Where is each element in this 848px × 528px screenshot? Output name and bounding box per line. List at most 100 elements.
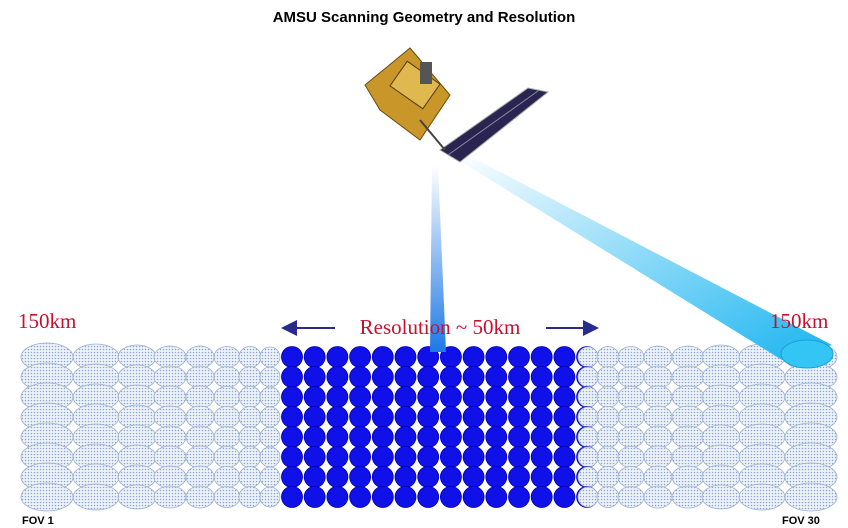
footprint	[394, 486, 417, 508]
footprint	[617, 406, 645, 428]
footprint	[281, 486, 303, 508]
footprint	[643, 465, 673, 489]
footprint	[238, 426, 262, 448]
footprint	[303, 366, 326, 388]
footprint	[577, 486, 599, 508]
footprint	[485, 406, 508, 428]
footprint	[394, 386, 417, 408]
footprint	[238, 386, 262, 408]
footprint	[303, 406, 326, 428]
footprint	[238, 406, 262, 428]
footprint	[238, 346, 262, 368]
footprint	[617, 346, 645, 368]
footprint	[326, 426, 349, 448]
footprint	[417, 446, 440, 468]
footprint	[508, 386, 530, 408]
footprint	[671, 365, 705, 389]
footprint	[185, 485, 215, 509]
footprint	[643, 485, 673, 509]
footprint	[508, 466, 530, 488]
footprint	[485, 426, 508, 448]
footprint	[303, 386, 326, 408]
footprint	[281, 466, 303, 488]
footprint	[349, 486, 372, 508]
footprint	[185, 345, 215, 369]
footprint	[671, 405, 705, 429]
footprint	[462, 426, 485, 448]
footprint	[326, 446, 349, 468]
footprint	[617, 486, 645, 508]
footprint	[259, 386, 281, 408]
footprint	[238, 446, 262, 468]
footprint	[259, 446, 281, 468]
footprint	[596, 446, 620, 468]
footprint	[577, 446, 599, 468]
footprint	[394, 346, 417, 368]
footprint	[153, 385, 187, 409]
footprint	[596, 426, 620, 448]
footprint	[153, 465, 187, 489]
footprint	[349, 466, 372, 488]
footprint	[281, 426, 303, 448]
footprint	[326, 386, 349, 408]
nadir-beam	[430, 165, 446, 352]
footprint	[349, 386, 372, 408]
footprint	[417, 426, 440, 448]
footprint	[153, 345, 187, 369]
footprint	[371, 386, 394, 408]
footprint	[671, 465, 705, 489]
footprint	[259, 406, 281, 428]
footprint	[596, 406, 620, 428]
footprint-label: 150km	[18, 309, 76, 333]
footprint	[185, 365, 215, 389]
footprint	[238, 486, 262, 508]
footprint	[417, 406, 440, 428]
footprint	[462, 406, 485, 428]
footprint	[530, 386, 553, 408]
footprint	[349, 446, 372, 468]
footprint	[508, 446, 530, 468]
footprint	[596, 466, 620, 488]
footprint	[643, 385, 673, 409]
edge-beam	[455, 152, 832, 360]
footprint	[462, 346, 485, 368]
footprint	[153, 365, 187, 389]
footprint	[784, 482, 838, 512]
footprint	[213, 426, 241, 448]
footprint	[153, 425, 187, 449]
footprint	[485, 486, 508, 508]
footprint	[371, 426, 394, 448]
footprint	[394, 466, 417, 488]
footprint	[371, 486, 394, 508]
footprint	[238, 366, 262, 388]
footprint	[213, 466, 241, 488]
footprint	[371, 366, 394, 388]
footprint	[508, 346, 530, 368]
resolution-label: Resolution ~ 50km	[360, 315, 521, 339]
footprint	[326, 466, 349, 488]
footprint	[553, 446, 576, 468]
footprint	[153, 485, 187, 509]
footprint	[153, 445, 187, 469]
footprint-label: 150km	[770, 309, 828, 333]
footprint	[617, 426, 645, 448]
footprint	[394, 426, 417, 448]
footprint	[530, 366, 553, 388]
footprint	[439, 426, 462, 448]
footprint	[185, 465, 215, 489]
footprint	[213, 386, 241, 408]
footprint	[371, 466, 394, 488]
edge-footprint	[780, 339, 834, 369]
footprint	[72, 483, 120, 511]
footprint	[213, 346, 241, 368]
footprint	[326, 406, 349, 428]
footprint	[508, 486, 530, 508]
footprint	[553, 466, 576, 488]
footprint	[281, 366, 303, 388]
footprint	[553, 486, 576, 508]
footprint	[185, 385, 215, 409]
footprint	[617, 366, 645, 388]
footprint	[462, 466, 485, 488]
footprint	[439, 386, 462, 408]
footprint	[577, 346, 599, 368]
